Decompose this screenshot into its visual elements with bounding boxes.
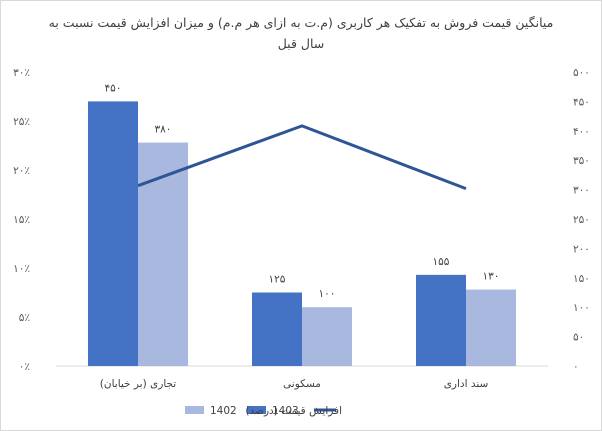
- legend-label-1403: 1403: [272, 405, 299, 417]
- data-label-1403-1: ۴۵۰: [105, 82, 122, 94]
- legend-label-price-increase: افزایش قیمت (درصد): [245, 405, 342, 417]
- right-axis-tick-label: ۳۵۰: [573, 155, 590, 167]
- legend-label-1402: 1402: [210, 405, 237, 417]
- right-axis-tick-label: ۲۵۰: [573, 214, 590, 226]
- right-axis-tick-label: ۵۰: [573, 332, 584, 344]
- right-axis-tick-label: ۴۰۰: [573, 126, 590, 138]
- left-axis-tick-label: ۱۵٪: [13, 214, 30, 226]
- data-label-1402-1: ۳۸۰: [155, 124, 172, 136]
- bar-1402-3: [466, 289, 516, 366]
- left-axis-tick-label: ۲۰٪: [13, 165, 30, 177]
- bar-1403-1: [88, 101, 138, 367]
- legend-swatch-1402: [185, 406, 204, 414]
- left-axis-tick-label: ۰٪: [19, 361, 30, 373]
- data-label-1402-2: ۱۰۰: [319, 288, 336, 300]
- bar-1403-3: [416, 274, 466, 366]
- chart-title-line-2: سال قبل: [278, 36, 325, 51]
- left-axis-tick-label: ۱۰٪: [13, 263, 30, 275]
- bar-1403-2: [252, 292, 302, 366]
- left-axis-tick-label: ۳۰٪: [13, 67, 30, 79]
- chart-title-line-1: میانگین قیمت فروش به تفکیک هر کاربری (م.…: [49, 15, 554, 31]
- right-axis-tick-label: ۵۰۰: [573, 67, 590, 79]
- data-label-1403-3: ۱۵۵: [433, 256, 450, 268]
- bar-1402-1: [138, 142, 188, 366]
- data-label-1402-3: ۱۳۰: [483, 271, 500, 283]
- right-axis-tick-label: ۱۰۰: [573, 302, 590, 314]
- data-label-1403-2: ۱۲۵: [269, 274, 286, 286]
- category-label-2: مسکونی: [283, 378, 321, 390]
- category-label-3: سند اداری: [444, 378, 489, 390]
- category-label-1: تجاری (بر خیابان): [100, 378, 177, 390]
- bar-1402-2: [302, 307, 352, 366]
- left-axis-tick-label: ۲۵٪: [13, 116, 30, 128]
- right-axis-tick-label: ۱۵۰: [573, 273, 590, 285]
- right-axis-tick-label: ۳۰۰: [573, 185, 590, 197]
- right-axis-tick-label: ۲۰۰: [573, 243, 590, 255]
- legend-swatch-1403: [247, 406, 266, 414]
- right-axis-tick-label: ۰: [573, 361, 579, 373]
- left-axis-tick-label: ۵٪: [19, 312, 30, 324]
- right-axis-tick-label: ۴۵۰: [573, 96, 590, 108]
